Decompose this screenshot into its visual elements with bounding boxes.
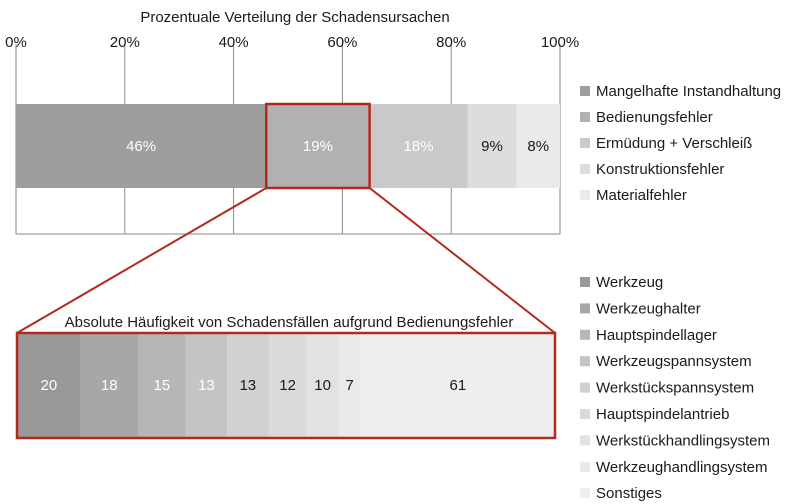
data-label: 13: [239, 377, 256, 394]
x-tick-label: 60%: [327, 34, 357, 51]
zoom-frame: [15, 331, 557, 440]
legend-entry: Werkzeugspannsystem: [596, 353, 752, 370]
data-label: 13: [198, 377, 215, 394]
bar-segment-werkstueckhandlingsystem: [306, 333, 339, 438]
zoom-line-left: [16, 187, 267, 334]
legend-entry: Sonstiges: [596, 485, 662, 502]
highlight-box: [264, 102, 371, 190]
legend: Werkzeug Werkzeughalter Hauptspindellager W…: [580, 274, 770, 502]
stacked-bar: 46% 19% 18% 9% 8%: [16, 102, 560, 190]
legend-swatch: [580, 461, 590, 472]
legend-swatch: [580, 190, 590, 200]
data-label: 12: [279, 377, 296, 394]
bar-segment-werkzeughandlingsystem: [338, 333, 361, 438]
operator-error-breakdown-chart: 20 18 15 13 13 12 10 7 61 Absolute Häufigkeit vo…: [15, 274, 770, 502]
zoom-connector: [16, 187, 556, 334]
bar-segment-hauptspindellager: [137, 333, 186, 438]
zoom-line-right: [368, 187, 556, 334]
chart-title: Prozentuale Verteilung der Schadensursac…: [140, 9, 449, 26]
data-label: 8%: [527, 138, 549, 155]
legend-swatch: [580, 356, 590, 367]
legend-swatch: [580, 164, 590, 174]
x-axis-tick-labels: 0% 20% 40% 60% 80% 100%: [5, 34, 579, 51]
x-tick-label: 40%: [219, 34, 249, 51]
bar-segment-ermuedung-verschleiss: [369, 104, 468, 188]
legend-entry: Werkstückspannsystem: [596, 380, 754, 397]
legend-entry: Werkzeughandlingsystem: [596, 459, 767, 476]
bar-segment-werkzeugspannsystem: [185, 333, 228, 438]
legend-entry: Werkstückhandlingsystem: [596, 432, 770, 449]
legend-entry: Hauptspindellager: [596, 327, 717, 344]
legend-entry: Konstruktionsfehler: [596, 161, 724, 178]
bar-segment-hauptspindelantrieb: [268, 333, 307, 438]
x-tick-label: 100%: [541, 34, 579, 51]
legend-swatch: [580, 86, 590, 96]
data-label: 9%: [481, 138, 503, 155]
bar-segment-materialfehler: [516, 104, 560, 188]
legend-entry: Mangelhafte Instandhaltung: [596, 83, 781, 100]
data-label: 10: [314, 377, 331, 394]
legend-entry: Werkzeughalter: [596, 300, 701, 317]
data-label: 15: [154, 377, 171, 394]
bar-segment-werkzeughalter: [80, 333, 138, 438]
bar-segment-bedienungsfehler: [266, 104, 370, 188]
x-tick-label: 0%: [5, 34, 27, 51]
legend-swatch: [580, 488, 590, 499]
legend-swatch: [580, 435, 590, 446]
bar-segment-konstruktionsfehler: [467, 104, 517, 188]
data-label: 46%: [126, 138, 156, 155]
legend-swatch: [580, 329, 590, 340]
data-label: 61: [450, 377, 467, 394]
legend-swatch: [580, 382, 590, 393]
legend-entry: Ermüdung + Verschleiß: [596, 135, 752, 152]
data-label: 20: [40, 377, 57, 394]
stacked-bar: 20 18 15 13 13 12 10 7 61: [17, 333, 555, 438]
legend-entry: Hauptspindelantrieb: [596, 406, 729, 423]
legend-entry: Materialfehler: [596, 187, 687, 204]
chart-title: Absolute Häufigkeit von Schadensfällen a…: [65, 314, 514, 331]
cause-distribution-chart: Prozentuale Verteilung der Schadensursac…: [5, 9, 781, 235]
data-label: 18: [101, 377, 118, 394]
legend-entry: Bedienungsfehler: [596, 109, 713, 126]
legend-swatch: [580, 277, 590, 287]
bar-segment-sonstiges: [360, 333, 555, 438]
data-label: 18%: [404, 138, 434, 155]
legend-swatch: [580, 303, 590, 314]
legend: Mangelhafte Instandhaltung Bedienungsfehl…: [580, 83, 781, 204]
data-label: 19%: [303, 138, 333, 155]
legend-entry: Werkzeug: [596, 274, 663, 291]
bar-segment-werkzeug: [17, 333, 81, 438]
data-label: 7: [345, 377, 353, 394]
legend-swatch: [580, 138, 590, 148]
legend-swatch: [580, 112, 590, 122]
x-tick-label: 20%: [110, 34, 140, 51]
bar-segment-werkstueckspannsystem: [227, 333, 269, 438]
x-tick-label: 80%: [436, 34, 466, 51]
bar-segment-mangelhafte-instandhaltung: [16, 104, 267, 188]
legend-swatch: [580, 409, 590, 419]
